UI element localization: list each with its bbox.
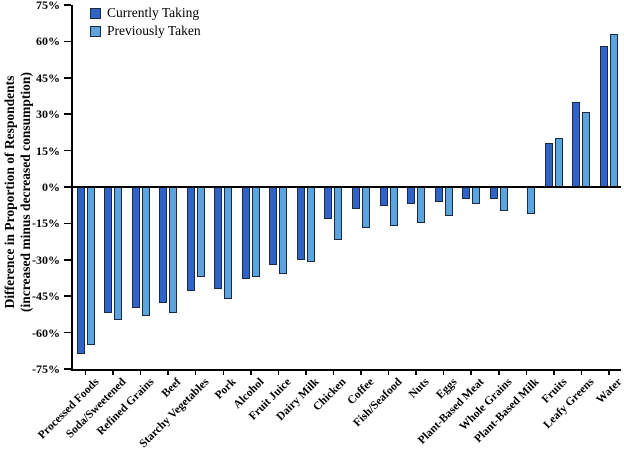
x-tick xyxy=(360,369,362,375)
bar-currently-taking xyxy=(544,143,553,187)
bar-previously-taken xyxy=(86,187,95,345)
legend-item-currently-taking: Currently Taking xyxy=(90,4,201,22)
bar-previously-taken xyxy=(389,187,398,226)
y-tick-label: 0% xyxy=(42,180,60,194)
bar-currently-taking xyxy=(159,187,168,304)
y-tick xyxy=(64,368,71,370)
x-tick xyxy=(84,369,87,375)
x-tick xyxy=(580,369,583,375)
zero-baseline xyxy=(71,185,621,189)
bar-previously-taken xyxy=(251,187,260,277)
y-tick xyxy=(64,77,71,79)
y-tick xyxy=(64,259,71,261)
bar-previously-taken xyxy=(444,187,453,217)
x-tick xyxy=(250,369,252,375)
x-tick xyxy=(415,369,417,375)
x-tick xyxy=(608,369,610,375)
y-tick-label: -15% xyxy=(32,216,60,231)
bar-currently-taking xyxy=(434,187,443,202)
y-tick xyxy=(64,40,71,43)
legend-item-previously-taken: Previously Taken xyxy=(90,22,201,40)
bar-currently-taking xyxy=(76,187,85,355)
bar-previously-taken xyxy=(417,187,426,224)
bar-currently-taking xyxy=(352,187,360,209)
x-axis-line xyxy=(71,369,621,371)
x-tick xyxy=(498,369,500,375)
y-tick-label: 45% xyxy=(36,70,60,85)
bar-previously-taken xyxy=(196,187,205,277)
x-tick xyxy=(112,369,114,375)
bar-currently-taking xyxy=(489,187,498,200)
x-tick xyxy=(222,369,224,375)
y-tick xyxy=(64,186,71,188)
x-tick xyxy=(442,369,445,375)
bar-currently-taking xyxy=(269,187,278,265)
y-tick xyxy=(64,149,71,152)
y-tick xyxy=(64,4,71,6)
x-tick xyxy=(139,369,142,375)
bar-currently-taking xyxy=(462,187,471,200)
y-tick-label: -60% xyxy=(32,325,60,340)
bar-currently-taking xyxy=(324,187,333,219)
bar-previously-taken xyxy=(499,187,508,212)
legend-label: Previously Taken xyxy=(107,23,201,38)
bar-currently-taking xyxy=(241,187,250,280)
bar-previously-taken xyxy=(554,138,563,187)
bar-previously-taken xyxy=(362,187,370,229)
bar-previously-taken xyxy=(141,187,150,316)
bar-previously-taken xyxy=(334,187,343,241)
y-tick-label: 30% xyxy=(36,107,60,122)
bar-currently-taking xyxy=(599,46,608,187)
bar-previously-taken xyxy=(527,187,536,214)
y-tick-label: 75% xyxy=(36,0,60,12)
currently-taking-swatch-icon xyxy=(90,7,101,19)
chart-legend: Currently Taking Previously Taken xyxy=(90,4,201,40)
y-tick xyxy=(64,113,71,115)
bar-previously-taken xyxy=(609,34,618,187)
y-tick-label: 15% xyxy=(36,143,60,158)
bar-previously-taken xyxy=(279,187,288,275)
x-tick xyxy=(277,369,280,375)
bar-currently-taking xyxy=(407,187,416,204)
y-tick-label: -45% xyxy=(32,289,60,304)
bar-currently-taking xyxy=(104,187,113,314)
bar-currently-taking xyxy=(214,187,223,289)
x-tick xyxy=(167,369,169,375)
bar-currently-taking xyxy=(186,187,195,292)
x-tick xyxy=(553,369,555,375)
previously-taken-swatch-icon xyxy=(90,25,101,37)
bar-currently-taking xyxy=(379,187,388,207)
bar-currently-taking xyxy=(296,187,305,260)
y-tick xyxy=(64,331,71,334)
bar-previously-taken xyxy=(582,111,591,187)
y-tick xyxy=(64,295,71,297)
bar-previously-taken xyxy=(114,187,123,321)
y-axis-title-line1: Difference in Proportion of Respondents xyxy=(2,75,17,309)
legend-label: Currently Taking xyxy=(107,5,200,20)
bar-previously-taken xyxy=(224,187,233,299)
bar-currently-taking xyxy=(572,102,581,187)
y-tick xyxy=(64,222,71,225)
bar-previously-taken xyxy=(306,187,315,263)
y-tick-label: -30% xyxy=(32,252,60,267)
x-tick xyxy=(525,369,528,375)
y-tick-label: 60% xyxy=(36,34,60,49)
x-tick xyxy=(470,369,472,375)
bar-currently-taking xyxy=(131,187,140,309)
x-tick xyxy=(194,369,197,375)
x-tick xyxy=(305,369,307,375)
bar-previously-taken xyxy=(472,187,481,204)
bar-previously-taken xyxy=(169,187,178,314)
x-tick xyxy=(332,369,335,375)
x-tick xyxy=(387,369,390,375)
y-tick-label: -75% xyxy=(32,362,60,376)
